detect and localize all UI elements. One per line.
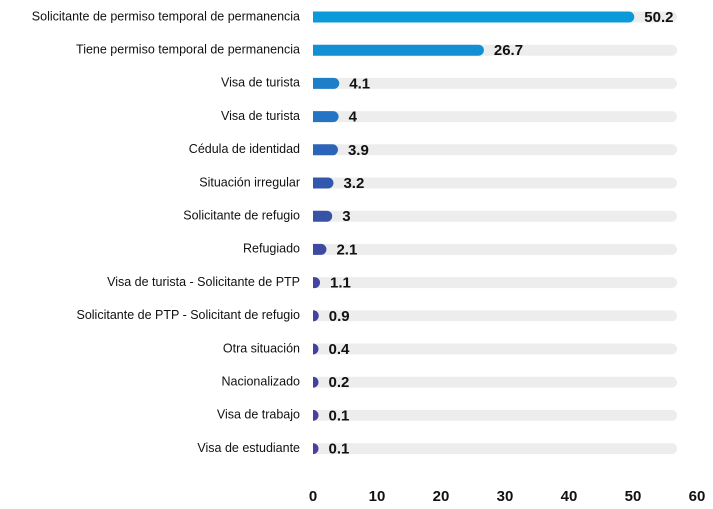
value-label: 3.9: [348, 142, 369, 159]
bar: [313, 11, 635, 23]
track: [313, 77, 677, 89]
bar: [313, 343, 319, 355]
category-label: Situación irregular: [199, 175, 300, 189]
category-label: Visa de turista - Solicitante de PTP: [107, 275, 300, 289]
value-label: 3: [342, 208, 350, 225]
x-tick-label: 10: [369, 488, 386, 505]
value-label: 50.2: [644, 9, 673, 26]
bar: [313, 177, 334, 189]
bar: [313, 77, 340, 89]
bar: [313, 44, 484, 56]
track: [313, 177, 677, 189]
track: [313, 243, 677, 255]
category-label: Visa de turista: [221, 76, 300, 90]
value-label: 4: [349, 109, 358, 126]
value-label: 3.2: [343, 175, 364, 192]
bar: [313, 443, 319, 455]
track: [313, 310, 677, 322]
value-label: 0.4: [329, 341, 351, 358]
x-tick-label: 20: [433, 488, 450, 505]
bar: [313, 409, 319, 421]
category-label: Tiene permiso temporal de permanencia: [76, 42, 300, 56]
track: [313, 343, 677, 355]
value-label: 4.1: [349, 75, 370, 92]
track: [313, 409, 677, 421]
x-tick-label: 60: [689, 488, 706, 505]
category-label: Cédula de identidad: [189, 142, 300, 156]
bar: [313, 376, 319, 388]
bar: [313, 243, 327, 255]
x-tick-label: 30: [497, 488, 514, 505]
bar: [313, 144, 338, 156]
track: [313, 144, 677, 156]
bar: [313, 210, 333, 222]
value-label: 1.1: [330, 275, 351, 292]
value-label: 0.9: [329, 308, 350, 325]
category-label: Solicitante de permiso temporal de perma…: [32, 9, 300, 23]
track: [313, 210, 677, 222]
x-tick-label: 0: [309, 488, 317, 505]
category-label: Solicitante de PTP - Solicitant de refug…: [76, 308, 300, 322]
track: [313, 277, 677, 289]
value-label: 0.1: [329, 407, 350, 424]
category-label: Visa de turista: [221, 109, 300, 123]
category-label: Refugiado: [243, 242, 300, 256]
bar: [313, 277, 321, 289]
category-label: Visa de estudiante: [197, 441, 300, 455]
track: [313, 111, 677, 123]
category-label: Otra situación: [223, 341, 300, 355]
value-label: 26.7: [494, 42, 523, 59]
value-label: 2.1: [336, 241, 357, 258]
value-label: 0.2: [329, 374, 350, 391]
track: [313, 443, 677, 455]
bar: [313, 111, 339, 123]
value-label: 0.1: [329, 441, 350, 458]
category-label: Solicitante de refugio: [183, 208, 300, 222]
bar: [313, 310, 319, 322]
x-tick-label: 40: [561, 488, 578, 505]
track: [313, 376, 677, 388]
category-label: Visa de trabajo: [217, 408, 300, 422]
category-label: Nacionalizado: [221, 374, 300, 388]
x-tick-label: 50: [625, 488, 642, 505]
